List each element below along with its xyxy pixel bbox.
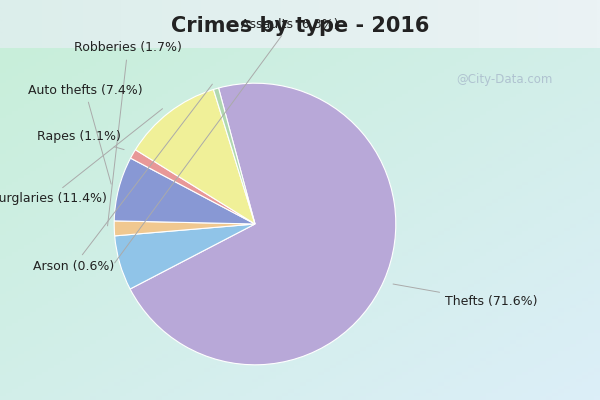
Text: Thefts (71.6%): Thefts (71.6%) — [393, 284, 538, 308]
Wedge shape — [214, 88, 255, 224]
Wedge shape — [114, 158, 255, 224]
Text: @City-Data.com: @City-Data.com — [456, 74, 553, 86]
Text: Auto thefts (7.4%): Auto thefts (7.4%) — [28, 84, 142, 184]
Wedge shape — [136, 90, 255, 224]
Text: Rapes (1.1%): Rapes (1.1%) — [37, 130, 124, 150]
Text: Assaults (6.3%): Assaults (6.3%) — [115, 18, 339, 263]
Text: Crimes by type - 2016: Crimes by type - 2016 — [171, 16, 429, 36]
Text: Robberies (1.7%): Robberies (1.7%) — [74, 42, 182, 226]
Text: Burglaries (11.4%): Burglaries (11.4%) — [0, 109, 163, 205]
Wedge shape — [130, 83, 396, 365]
Wedge shape — [131, 150, 255, 224]
Text: Arson (0.6%): Arson (0.6%) — [33, 84, 212, 273]
Wedge shape — [114, 221, 255, 236]
Wedge shape — [115, 224, 255, 289]
